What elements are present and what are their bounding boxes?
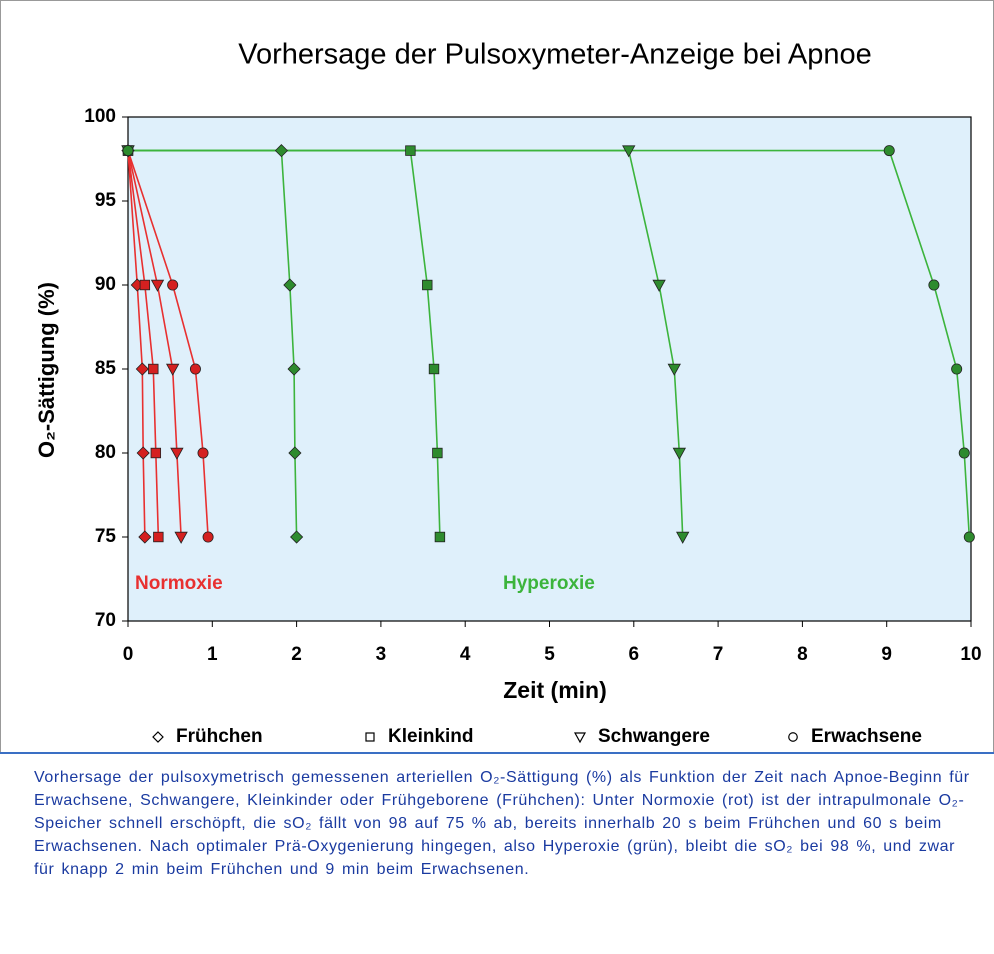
legend-marker	[573, 732, 587, 744]
data-point	[405, 145, 416, 156]
y-tick-label: 90	[95, 274, 116, 295]
x-tick-label: 5	[544, 644, 555, 665]
data-point	[422, 279, 433, 291]
data-point	[676, 531, 690, 544]
x-tick-label: 1	[207, 644, 218, 665]
data-point	[963, 531, 975, 543]
data-point	[150, 279, 165, 292]
data-point	[928, 279, 940, 291]
condition-label: Normoxie	[135, 573, 223, 594]
legend-label: Schwangere	[598, 726, 710, 747]
data-point	[274, 144, 288, 158]
x-axis-label: Zeit (min)	[503, 677, 607, 703]
y-tick-label: 95	[95, 190, 117, 211]
data-point	[883, 145, 895, 157]
x-tick-label: 9	[881, 644, 892, 665]
chart-title: Vorhersage der Pulsoxymeter-Anzeige bei …	[238, 39, 872, 71]
data-point	[136, 446, 150, 460]
data-point	[135, 362, 149, 376]
x-tick-label: 8	[797, 644, 808, 665]
legend-label: Frühchen	[176, 726, 263, 747]
y-tick-label: 100	[84, 106, 116, 127]
x-tick-label: 0	[123, 644, 134, 665]
data-point	[622, 145, 636, 158]
data-point	[189, 363, 201, 375]
data-point	[672, 447, 687, 460]
data-point	[667, 363, 681, 376]
x-tick-label: 2	[291, 644, 302, 665]
data-point	[652, 279, 666, 292]
x-tick-label: 6	[629, 644, 640, 665]
data-point	[288, 446, 302, 460]
series-line	[128, 149, 971, 538]
data-point	[432, 447, 443, 459]
x-tick-label: 10	[960, 644, 981, 665]
data-point	[283, 278, 297, 292]
data-point	[197, 447, 209, 459]
legend-marker	[152, 731, 164, 743]
legend-marker	[365, 732, 375, 742]
legend-marker	[788, 732, 798, 742]
condition-label: Hyperoxie	[503, 573, 595, 594]
data-point	[434, 531, 446, 543]
x-tick-label: 3	[376, 644, 387, 665]
data-point	[170, 447, 184, 460]
data-point	[174, 531, 188, 544]
y-tick-label: 75	[95, 526, 117, 547]
y-tick-label: 85	[95, 358, 117, 379]
x-tick-label: 7	[713, 644, 724, 665]
data-point	[167, 279, 179, 291]
data-point	[202, 531, 214, 543]
data-point	[138, 530, 152, 544]
data-point	[951, 363, 963, 375]
y-tick-label: 80	[95, 442, 116, 463]
data-point	[153, 531, 164, 543]
legend-label: Kleinkind	[388, 726, 474, 747]
caption: Vorhersage der pulsoxymetrisch gemessene…	[0, 752, 994, 954]
data-point	[139, 279, 151, 291]
data-point	[958, 447, 970, 459]
data-point	[122, 145, 134, 157]
x-tick-label: 4	[460, 644, 471, 665]
plot-area	[127, 116, 972, 622]
chart: Vorhersage der Pulsoxymeter-Anzeige bei …	[0, 0, 994, 752]
data-point	[287, 362, 301, 376]
data-point	[290, 530, 304, 544]
data-point	[148, 363, 159, 375]
legend-label: Erwachsene	[811, 726, 922, 747]
y-axis-label: O₂-Sättigung (%)	[34, 282, 59, 458]
y-tick-label: 70	[95, 610, 116, 631]
data-point	[150, 447, 162, 459]
data-point	[428, 363, 440, 375]
data-point	[165, 363, 180, 376]
